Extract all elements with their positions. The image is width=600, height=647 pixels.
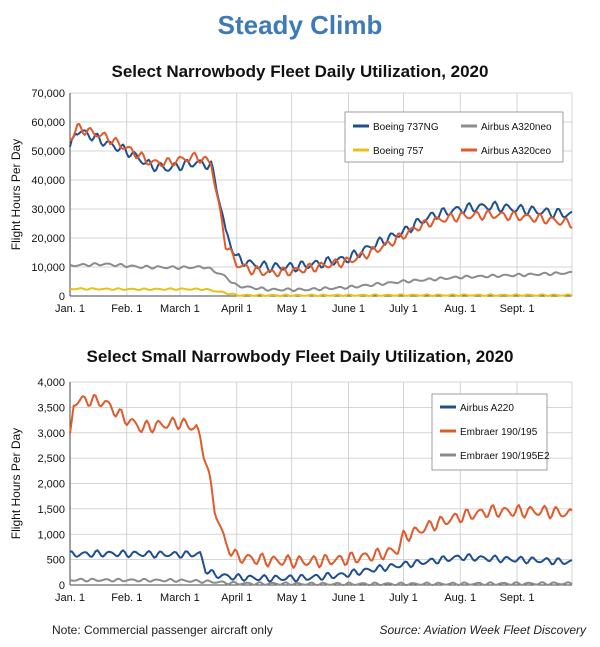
x-tick-label: May 1	[277, 303, 307, 315]
y-tick-label: 70,000	[31, 88, 65, 100]
x-tick-label: Aug. 1	[444, 592, 476, 604]
x-tick-label: Aug. 1	[444, 303, 476, 315]
source-credit: Source: Aviation Week Fleet Discovery	[379, 623, 586, 637]
legend-label: Airbus A320ceo	[481, 146, 551, 157]
x-tick-label: April 1	[221, 303, 252, 315]
legend-label: Boeing 737NG	[373, 122, 439, 133]
chart-2: 0 500 1,000 1,500 2,000 2,500 3,000 3,500 4,000 J…	[9, 377, 573, 604]
legend-label: Airbus A220	[460, 403, 514, 414]
legend: Boeing 737NG Airbus A320neo Boeing 757 Airb…	[344, 111, 564, 163]
series-line-boeing-757	[69, 287, 573, 297]
x-tick-label: July 1	[389, 592, 418, 604]
y-tick-label: 10,000	[31, 262, 65, 274]
series-line-airbus-a320neo	[69, 262, 573, 293]
x-tick-label: Sept. 1	[500, 592, 535, 604]
y-tick-label: 2,500	[37, 453, 65, 465]
x-tick-label: Jan. 1	[55, 303, 85, 315]
y-tick-label: 3,000	[37, 428, 65, 440]
legend-label: Embraer 190/195	[460, 427, 538, 438]
y-tick-label: 3,500	[37, 402, 65, 414]
main-title: Steady Climb	[217, 10, 383, 40]
series-line-airbus-a220	[69, 549, 573, 583]
x-tick-label: June 1	[332, 303, 365, 315]
x-tick-label: Sept. 1	[500, 303, 535, 315]
footnote: Note: Commercial passenger aircraft only	[52, 623, 273, 637]
legend-label: Airbus A320neo	[481, 122, 552, 133]
x-tick-label: May 1	[277, 592, 307, 604]
y-axis-label: Flight Hours Per Day	[9, 428, 23, 539]
x-tick-label: Feb. 1	[111, 303, 142, 315]
series-line-airbus-a320ceo	[69, 123, 573, 278]
legend-box	[344, 111, 564, 163]
y-tick-label: 60,000	[31, 117, 65, 129]
y-tick-label: 1,000	[37, 529, 65, 541]
y-tick-label: 30,000	[31, 204, 65, 216]
y-tick-label: 500	[47, 555, 65, 567]
x-tick-label: July 1	[389, 303, 418, 315]
chart-title-narrowbody: Select Narrowbody Fleet Daily Utilizatio…	[111, 62, 489, 81]
x-tick-label: June 1	[332, 592, 365, 604]
x-tick-label: April 1	[221, 592, 252, 604]
y-tick-label: 50,000	[31, 146, 65, 158]
series-line-embraer-190-195	[69, 394, 573, 569]
chart-1: 0 10,000 20,000 30,000 40,000 50,000 60,000 70,…	[9, 88, 573, 315]
x-tick-label: March 1	[160, 592, 200, 604]
y-tick-label: 20,000	[31, 233, 65, 245]
y-tick-label: 0	[59, 291, 65, 303]
series-line-boeing-737ng	[69, 129, 573, 274]
y-tick-label: 40,000	[31, 175, 65, 187]
y-tick-label: 2,000	[37, 479, 65, 491]
x-tick-label: Feb. 1	[111, 592, 142, 604]
legend-label: Embraer 190/195E2	[460, 451, 550, 462]
y-tick-label: 4,000	[37, 377, 65, 389]
legend: Airbus A220 Embraer 190/195 Embraer 190/19…	[431, 393, 550, 471]
y-axis-label: Flight Hours Per Day	[9, 139, 23, 250]
y-tick-label: 1,500	[37, 504, 65, 516]
x-tick-label: Jan. 1	[55, 592, 85, 604]
series-line-embraer-190-195e2	[69, 577, 573, 586]
y-tick-label: 0	[59, 580, 65, 592]
x-tick-label: March 1	[160, 303, 200, 315]
legend-label: Boeing 757	[373, 146, 424, 157]
chart-title-small-narrowbody: Select Small Narrowbody Fleet Daily Util…	[86, 347, 514, 366]
